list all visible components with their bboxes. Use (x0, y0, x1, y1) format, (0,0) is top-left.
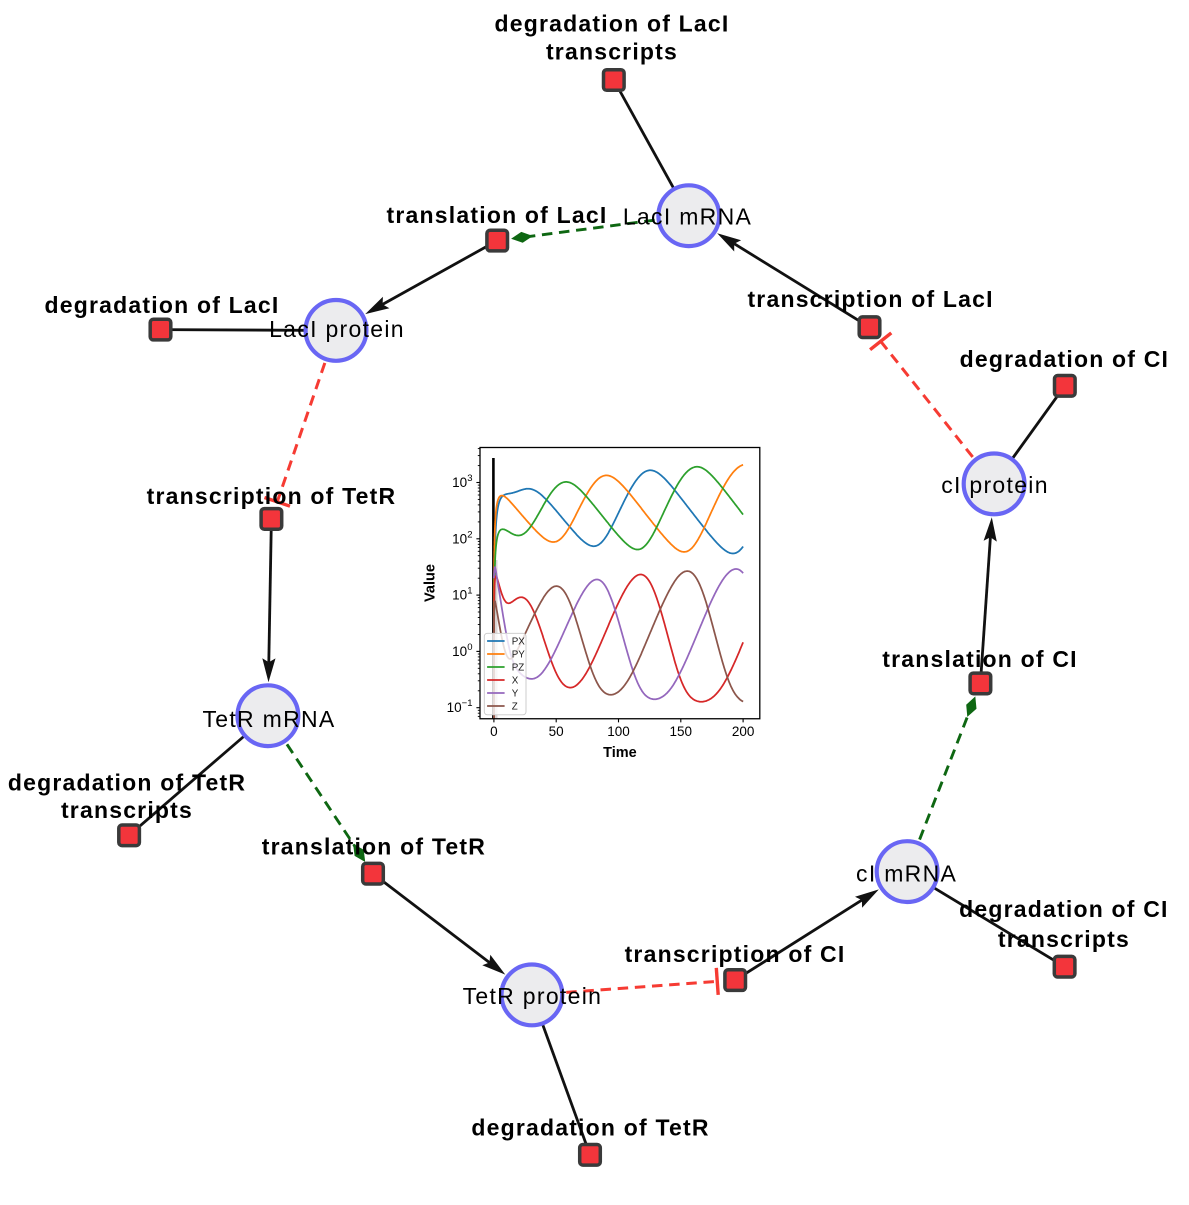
svg-text:transcription of LacI: transcription of LacI (747, 286, 993, 312)
svg-text:PX: PX (512, 636, 526, 647)
svg-text:Y: Y (512, 688, 519, 699)
svg-text:0: 0 (490, 724, 498, 739)
svg-text:transcripts: transcripts (546, 38, 678, 64)
svg-text:LacI mRNA: LacI mRNA (623, 204, 752, 230)
svg-text:transcripts: transcripts (998, 926, 1130, 952)
svg-text:X: X (512, 675, 519, 686)
svg-text:Z: Z (512, 701, 518, 712)
svg-text:degradation of LacI: degradation of LacI (45, 292, 280, 318)
svg-text:150: 150 (670, 724, 693, 739)
svg-text:degradation of TetR: degradation of TetR (471, 1115, 709, 1141)
svg-text:cI protein: cI protein (941, 472, 1049, 498)
svg-text:PY: PY (512, 649, 526, 660)
svg-text:degradation of TetR: degradation of TetR (8, 770, 246, 796)
svg-text:TetR mRNA: TetR mRNA (202, 706, 335, 732)
svg-text:50: 50 (549, 724, 564, 739)
svg-text:degradation of CI: degradation of CI (959, 896, 1169, 922)
svg-text:LacI protein: LacI protein (269, 316, 405, 342)
svg-text:translation of LacI: translation of LacI (387, 202, 608, 228)
svg-text:translation of CI: translation of CI (882, 646, 1077, 672)
svg-text:100: 100 (607, 724, 630, 739)
svg-text:transcripts: transcripts (61, 797, 193, 823)
svg-text:200: 200 (732, 724, 755, 739)
svg-text:PZ: PZ (512, 662, 525, 673)
svg-text:translation of TetR: translation of TetR (262, 834, 486, 860)
svg-text:TetR protein: TetR protein (463, 983, 603, 1009)
svg-text:Value: Value (423, 564, 439, 602)
svg-text:degradation of LacI: degradation of LacI (495, 11, 730, 37)
svg-text:cI mRNA: cI mRNA (856, 861, 957, 887)
svg-text:transcription of CI: transcription of CI (625, 941, 846, 967)
svg-text:transcription of TetR: transcription of TetR (147, 483, 397, 509)
svg-text:degradation of CI: degradation of CI (960, 346, 1170, 372)
svg-text:Time: Time (603, 745, 637, 761)
